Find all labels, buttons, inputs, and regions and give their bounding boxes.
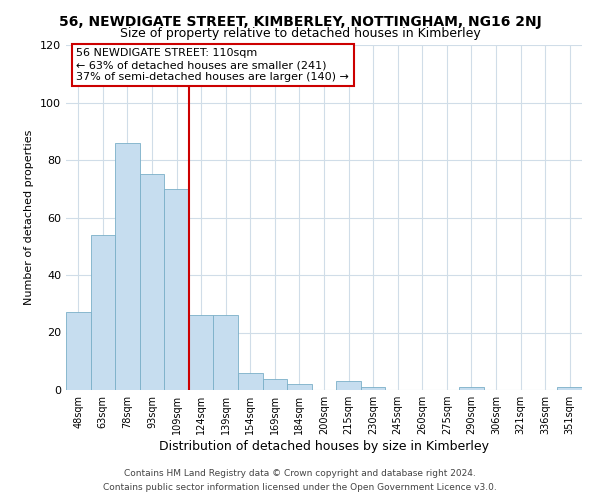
Bar (91, 235, 115, 390)
Text: 56 NEWDIGATE STREET: 110sqm
← 63% of detached houses are smaller (241)
37% of se: 56 NEWDIGATE STREET: 110sqm ← 63% of det… (76, 48, 349, 82)
Y-axis label: Number of detached properties: Number of detached properties (25, 130, 34, 305)
Bar (557, 387, 582, 390)
Bar (287, 384, 312, 390)
Bar (336, 382, 361, 390)
Bar (164, 188, 189, 390)
Bar (459, 387, 484, 390)
Bar (263, 378, 287, 390)
Bar (238, 373, 263, 390)
Bar (214, 316, 238, 390)
Bar (115, 143, 140, 390)
Text: Size of property relative to detached houses in Kimberley: Size of property relative to detached ho… (119, 28, 481, 40)
Bar (361, 387, 385, 390)
Bar (189, 316, 214, 390)
Text: Contains public sector information licensed under the Open Government Licence v3: Contains public sector information licen… (103, 484, 497, 492)
X-axis label: Distribution of detached houses by size in Kimberley: Distribution of detached houses by size … (159, 440, 489, 453)
Text: Contains HM Land Registry data © Crown copyright and database right 2024.: Contains HM Land Registry data © Crown c… (124, 468, 476, 477)
Bar (66, 312, 91, 390)
Text: 56, NEWDIGATE STREET, KIMBERLEY, NOTTINGHAM, NG16 2NJ: 56, NEWDIGATE STREET, KIMBERLEY, NOTTING… (59, 15, 541, 29)
Bar (140, 174, 164, 390)
